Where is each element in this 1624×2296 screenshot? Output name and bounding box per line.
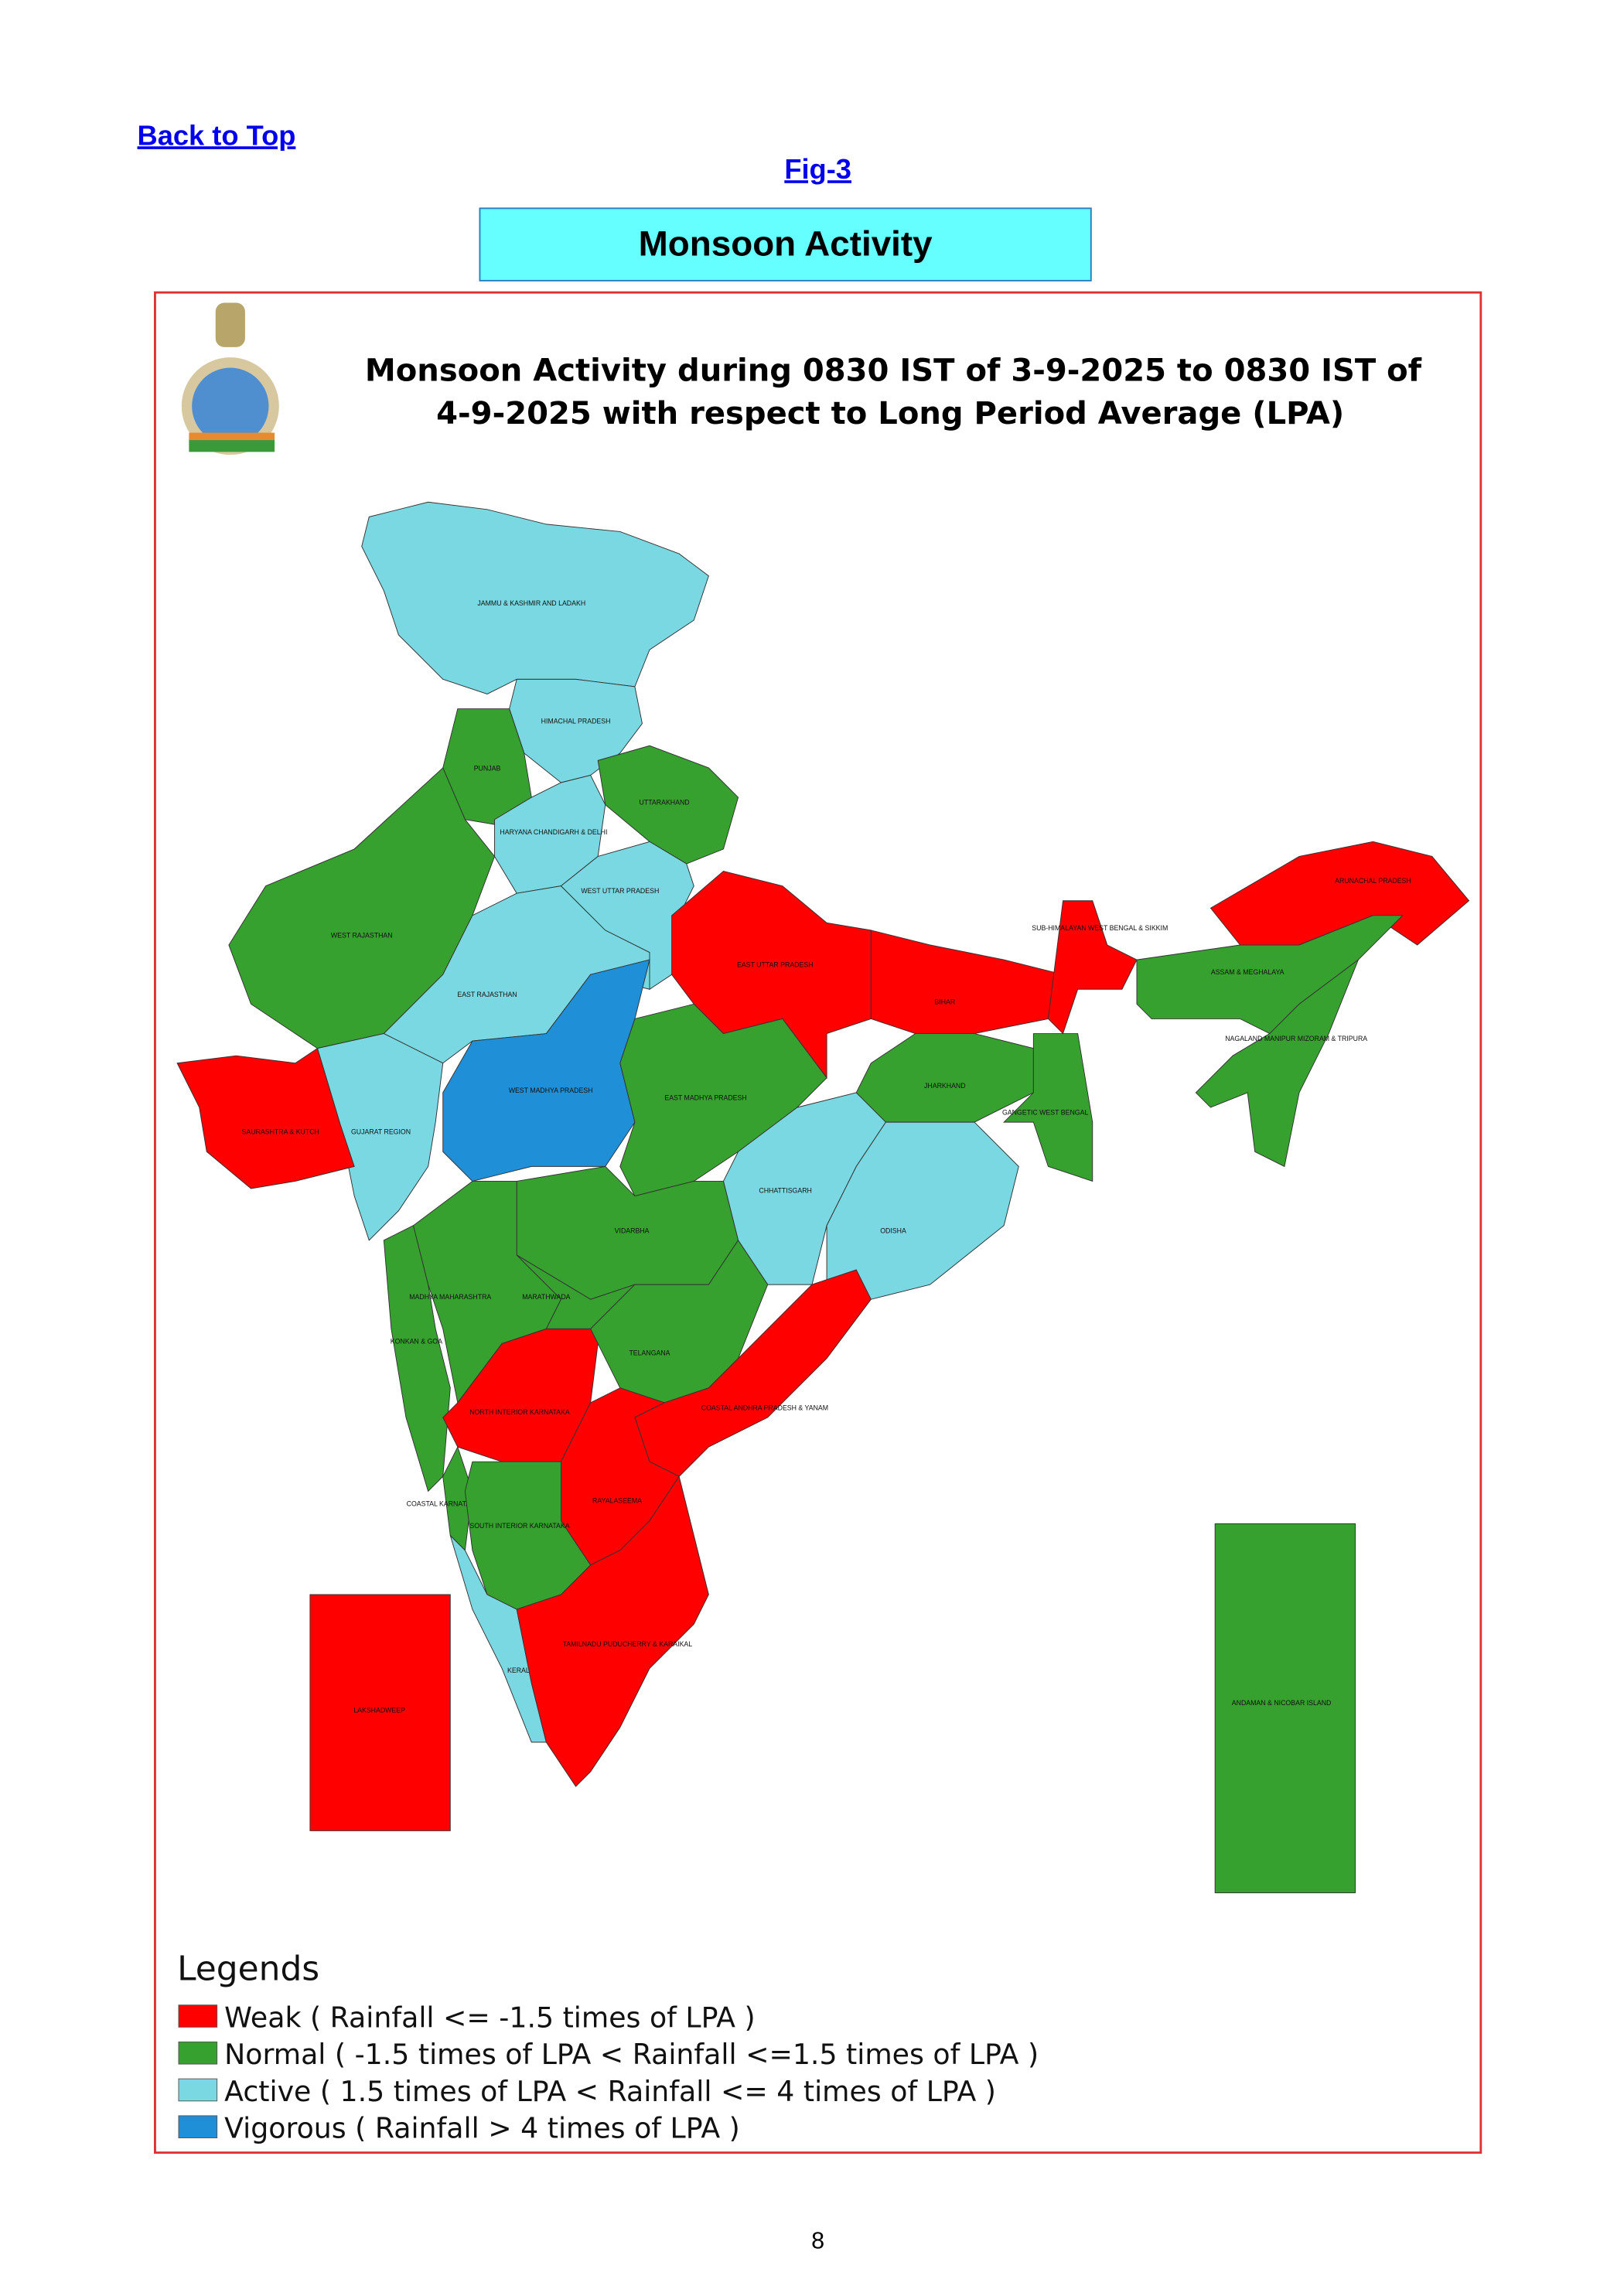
region-label: PUNJAB [474,765,501,773]
region-label: RAYALASEEMA [592,1497,642,1505]
emblem [181,302,279,455]
banner-title: Monsoon Activity [639,223,933,263]
region-label: TAMILNADU PUDUCHERRY & KARAIKAL [563,1640,693,1648]
region-label: NORTH INTERIOR KARNATAKA [469,1408,570,1416]
region-label: SUB-HIMALAYAN WEST BENGAL & SIKKIM [1032,924,1168,932]
map-region [597,745,739,865]
region-label: JAMMU & KASHMIR AND LADAKH [477,599,585,607]
region-label: COASTAL ANDHRA PRADESH & YANAM [701,1404,828,1411]
region-label: TELANGANA [629,1349,670,1357]
map-region [1214,1523,1356,1894]
region-label: SOUTH INTERIOR KARNATAKA [469,1522,569,1530]
legend: Weak ( Rainfall <= -1.5 times of LPA ) No… [178,2001,1039,2145]
region-label: JHARKHAND [924,1082,966,1090]
region-label: WEST RAJASTHAN [331,931,393,939]
back-to-top-link[interactable]: Back to Top [138,119,296,151]
map-region [494,774,606,894]
figure-link[interactable]: Fig-3 [784,153,851,185]
region-label: MARATHWADA [522,1293,570,1301]
region-label: GANGETIC WEST BENGAL [1002,1109,1089,1117]
region-label: UTTARAKHAND [640,799,690,807]
map-regions: JAMMU & KASHMIR AND LADAKH HIMACHAL PRADE… [176,501,1470,1894]
map-region [516,1476,709,1787]
region-label: GUJARAT REGION [351,1128,411,1135]
region-label: KONKAN & GOA [391,1337,442,1345]
region-label: ANDAMAN & NICOBAR ISLAND [1232,1699,1332,1707]
region-label: COASTAL KARNATAKA [407,1499,479,1507]
banner-box [479,207,1092,281]
region-label: ODISHA [880,1226,906,1234]
legend-label: Weak ( Rainfall <= -1.5 times of LPA ) [224,2001,756,2034]
region-label: SAURASHTRA & KUTCH [242,1128,319,1135]
region-label: BIHAR [934,998,955,1005]
legend-label: Active ( 1.5 times of LPA < Rainfall <= … [224,2075,996,2108]
map-title-line: 4-9-2025 with respect to Long Period Ave… [436,396,1344,432]
region-label: ARUNACHAL PRADESH [1335,877,1411,885]
map-region [361,501,709,694]
region-label: MADHYA MAHARASHTRA [409,1293,491,1301]
legend-label: Vigorous ( Rainfall > 4 times of LPA ) [224,2112,740,2145]
region-label: CHHATTISGARH [759,1187,812,1195]
page-number: 8 [811,2228,824,2254]
region-label: WEST UTTAR PRADESH [581,887,659,895]
map-region [826,1121,1019,1300]
map-region [176,1047,355,1189]
region-label: HARYANA CHANDIGARH & DELHI [500,828,607,836]
region-label: WEST MADHYA PRADESH [509,1087,593,1094]
legend-swatch [178,2115,218,2139]
map-title-line: Monsoon Activity during 0830 IST of 3-9-… [365,353,1422,389]
map-region [1047,900,1138,1035]
region-label: EAST RAJASTHAN [457,991,517,998]
legend-label: Normal ( -1.5 times of LPA < Rainfall <=… [224,2038,1039,2071]
region-label: LAKSHADWEEP [353,1707,405,1714]
legend-swatch [178,2078,218,2102]
map-region [1195,958,1360,1168]
map-region [855,1033,1034,1123]
region-label: EAST UTTAR PRADESH [737,961,814,969]
legend-swatch [178,2004,218,2028]
region-label: EAST MADHYA PRADESH [664,1093,746,1101]
map-region [1003,1033,1093,1182]
map-region [309,1594,451,1831]
region-label: ASSAM & MEGHALAYA [1211,968,1285,976]
legend-title: Legends [177,1949,319,1988]
region-label: NAGALAND MANIPUR MIZORAM & TRIPURA [1225,1035,1367,1042]
legend-swatch [178,2041,218,2065]
region-label: HIMACHAL PRADESH [541,718,611,725]
region-label: VIDARBHA [615,1226,650,1234]
